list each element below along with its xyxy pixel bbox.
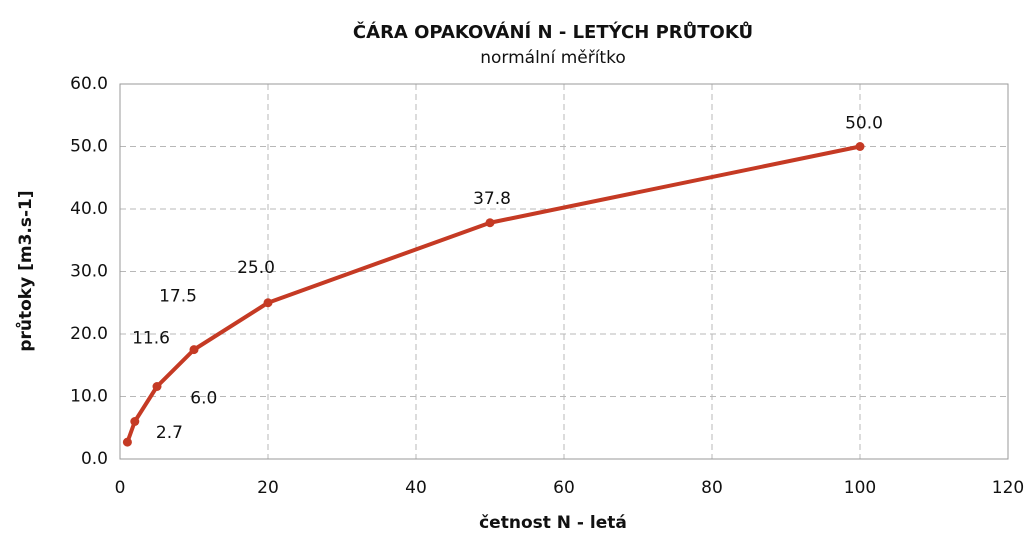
data-label: 25.0	[237, 258, 275, 278]
data-label: 2.7	[156, 423, 183, 443]
chart-subtitle: normální měřítko	[480, 48, 626, 68]
x-tick-label: 0	[115, 478, 126, 498]
plot-border	[119, 83, 1009, 460]
x-axis-label: četnost N - letá	[479, 513, 627, 533]
y-tick-label: 20.0	[70, 324, 108, 344]
data-label: 17.5	[159, 287, 197, 307]
data-label: 37.8	[473, 189, 511, 209]
x-tick-label: 120	[992, 478, 1024, 498]
chart-title: ČÁRA OPAKOVÁNÍ N - LETÝCH PRŮTOKŮ	[353, 20, 753, 43]
data-point	[485, 218, 495, 228]
y-tick-label: 60.0	[70, 74, 108, 94]
x-tick-label: 40	[405, 478, 427, 498]
data-label: 6.0	[190, 389, 217, 409]
y-tick-label: 40.0	[70, 199, 108, 219]
x-tick-label: 100	[844, 478, 876, 498]
x-tick-label: 60	[553, 478, 575, 498]
y-axis-label: průtoky [m3.s-1]	[14, 190, 36, 351]
data-label: 11.6	[132, 329, 170, 349]
y-tick-label: 50.0	[70, 137, 108, 157]
y-tick-label: 10.0	[70, 387, 108, 407]
data-point	[855, 142, 865, 151]
y-tick-label: 0.0	[81, 449, 108, 469]
data-point	[122, 437, 132, 447]
data-point	[263, 298, 273, 308]
data-label: 50.0	[845, 114, 883, 134]
x-tick-label: 80	[701, 478, 723, 498]
y-tick-label: 30.0	[70, 262, 108, 282]
x-tick-label: 20	[257, 478, 279, 498]
data-point	[152, 382, 162, 391]
data-point	[130, 417, 140, 426]
data-point	[189, 345, 199, 355]
